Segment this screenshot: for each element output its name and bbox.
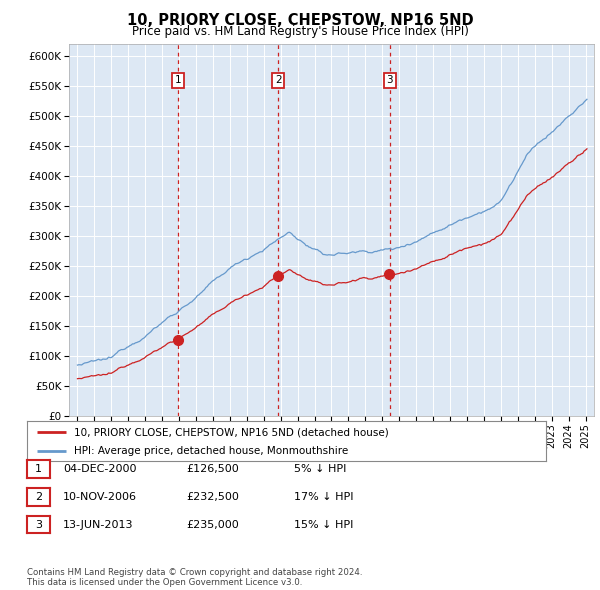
Text: 1: 1 [175, 75, 181, 85]
Text: 17% ↓ HPI: 17% ↓ HPI [294, 492, 353, 502]
Text: 3: 3 [386, 75, 393, 85]
Text: £126,500: £126,500 [186, 464, 239, 474]
Text: Contains HM Land Registry data © Crown copyright and database right 2024.
This d: Contains HM Land Registry data © Crown c… [27, 568, 362, 587]
Text: 10, PRIORY CLOSE, CHEPSTOW, NP16 5ND: 10, PRIORY CLOSE, CHEPSTOW, NP16 5ND [127, 13, 473, 28]
Text: HPI: Average price, detached house, Monmouthshire: HPI: Average price, detached house, Monm… [74, 445, 348, 455]
Text: 04-DEC-2000: 04-DEC-2000 [63, 464, 137, 474]
Text: 15% ↓ HPI: 15% ↓ HPI [294, 520, 353, 529]
Text: 1: 1 [35, 464, 42, 474]
Text: £235,000: £235,000 [186, 520, 239, 529]
Text: Price paid vs. HM Land Registry's House Price Index (HPI): Price paid vs. HM Land Registry's House … [131, 25, 469, 38]
Text: 13-JUN-2013: 13-JUN-2013 [63, 520, 133, 529]
Text: 3: 3 [35, 520, 42, 529]
Text: 2: 2 [275, 75, 281, 85]
Text: £232,500: £232,500 [186, 492, 239, 502]
Text: 10-NOV-2006: 10-NOV-2006 [63, 492, 137, 502]
Text: 10, PRIORY CLOSE, CHEPSTOW, NP16 5ND (detached house): 10, PRIORY CLOSE, CHEPSTOW, NP16 5ND (de… [74, 427, 388, 437]
Text: 2: 2 [35, 492, 42, 502]
Text: 5% ↓ HPI: 5% ↓ HPI [294, 464, 346, 474]
